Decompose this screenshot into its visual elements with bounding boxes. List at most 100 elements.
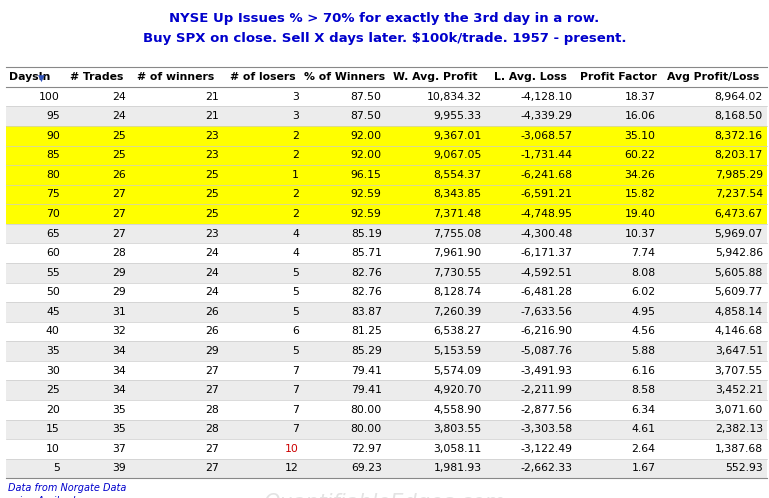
Text: 60.22: 60.22: [624, 150, 655, 160]
Text: 34: 34: [112, 385, 125, 395]
Text: 21: 21: [205, 111, 218, 121]
Text: 1,387.68: 1,387.68: [714, 444, 763, 454]
Text: 4: 4: [292, 248, 299, 258]
Text: 29: 29: [205, 346, 218, 356]
Text: 9,367.01: 9,367.01: [433, 131, 481, 141]
Text: 2: 2: [292, 189, 299, 199]
Text: 4,146.68: 4,146.68: [714, 327, 763, 337]
Text: -6,591.21: -6,591.21: [521, 189, 573, 199]
Text: 5,605.88: 5,605.88: [714, 268, 763, 278]
Text: 15: 15: [46, 424, 60, 434]
Text: 92.00: 92.00: [351, 131, 381, 141]
Bar: [6, 165, 767, 185]
Text: 27: 27: [112, 209, 125, 219]
Bar: [6, 302, 767, 322]
Text: 35: 35: [112, 424, 125, 434]
Text: 24: 24: [205, 287, 218, 297]
Text: 5,969.07: 5,969.07: [714, 229, 763, 239]
Text: 27: 27: [205, 385, 218, 395]
Text: 5: 5: [292, 307, 299, 317]
Bar: [6, 400, 767, 419]
Bar: [6, 380, 767, 400]
Text: 18.37: 18.37: [624, 92, 655, 102]
Text: -2,877.56: -2,877.56: [521, 405, 573, 415]
Text: 23: 23: [205, 229, 218, 239]
Text: 7,260.39: 7,260.39: [433, 307, 481, 317]
Text: 4.56: 4.56: [631, 327, 655, 337]
Text: 7: 7: [292, 385, 299, 395]
Text: 5: 5: [292, 268, 299, 278]
Text: 7,985.29: 7,985.29: [714, 170, 763, 180]
Text: 81.25: 81.25: [351, 327, 381, 337]
Text: -7,633.56: -7,633.56: [521, 307, 573, 317]
Text: 2: 2: [292, 150, 299, 160]
Text: 6,538.27: 6,538.27: [433, 327, 481, 337]
Text: 12: 12: [285, 464, 299, 474]
Text: 4.61: 4.61: [631, 424, 655, 434]
Text: -2,662.33: -2,662.33: [521, 464, 573, 474]
Text: % of Winners: % of Winners: [304, 72, 384, 82]
Text: 19.40: 19.40: [624, 209, 655, 219]
Bar: [6, 244, 767, 263]
Text: -5,087.76: -5,087.76: [521, 346, 573, 356]
Text: 50: 50: [46, 287, 60, 297]
Text: QuantifiableEdges.com: QuantifiableEdges.com: [264, 493, 505, 498]
Text: 29: 29: [112, 268, 125, 278]
Text: 1.67: 1.67: [631, 464, 655, 474]
Text: 69.23: 69.23: [351, 464, 381, 474]
Text: -4,748.95: -4,748.95: [521, 209, 573, 219]
Text: 23: 23: [205, 131, 218, 141]
Text: 10: 10: [46, 444, 60, 454]
Text: 10.37: 10.37: [624, 229, 655, 239]
Text: ▼: ▼: [38, 74, 45, 83]
Text: 70: 70: [46, 209, 60, 219]
Text: 85.29: 85.29: [351, 346, 381, 356]
Text: 34.26: 34.26: [624, 170, 655, 180]
Text: -1,731.44: -1,731.44: [521, 150, 573, 160]
Text: NYSE Up Issues % > 70% for exactly the 3rd day in a row.: NYSE Up Issues % > 70% for exactly the 3…: [169, 12, 600, 25]
Text: 28: 28: [205, 424, 218, 434]
Text: 10: 10: [285, 444, 299, 454]
Text: Data from Norgate Data
using Amibroker: Data from Norgate Data using Amibroker: [8, 483, 126, 498]
Text: 7: 7: [292, 405, 299, 415]
Text: 27: 27: [205, 444, 218, 454]
Text: 7,371.48: 7,371.48: [433, 209, 481, 219]
Text: -3,068.57: -3,068.57: [521, 131, 573, 141]
Text: 8,343.85: 8,343.85: [433, 189, 481, 199]
Text: 24: 24: [205, 248, 218, 258]
Text: -3,122.49: -3,122.49: [521, 444, 573, 454]
Text: 1,981.93: 1,981.93: [433, 464, 481, 474]
Text: 40: 40: [46, 327, 60, 337]
Text: -4,592.51: -4,592.51: [521, 268, 573, 278]
Text: Buy SPX on close. Sell X days later. $100k/trade. 1957 - present.: Buy SPX on close. Sell X days later. $10…: [143, 32, 626, 45]
Text: 3: 3: [292, 92, 299, 102]
Text: 26: 26: [112, 170, 125, 180]
Text: -4,300.48: -4,300.48: [521, 229, 573, 239]
Text: # of losers: # of losers: [230, 72, 295, 82]
Text: 8,203.17: 8,203.17: [714, 150, 763, 160]
Text: 35: 35: [46, 346, 60, 356]
Text: 85: 85: [46, 150, 60, 160]
Text: 7,755.08: 7,755.08: [433, 229, 481, 239]
Text: 65: 65: [46, 229, 60, 239]
Text: 24: 24: [112, 111, 125, 121]
Text: 552.93: 552.93: [725, 464, 763, 474]
Text: -6,241.68: -6,241.68: [521, 170, 573, 180]
Text: 1: 1: [292, 170, 299, 180]
Text: 87.50: 87.50: [351, 92, 381, 102]
Text: 34: 34: [112, 366, 125, 375]
Text: -6,216.90: -6,216.90: [521, 327, 573, 337]
Bar: [6, 126, 767, 145]
Text: # Trades: # Trades: [70, 72, 123, 82]
Text: 8,168.50: 8,168.50: [714, 111, 763, 121]
Text: 82.76: 82.76: [351, 268, 381, 278]
Text: -3,303.58: -3,303.58: [521, 424, 573, 434]
Text: 24: 24: [112, 92, 125, 102]
Text: 5,153.59: 5,153.59: [433, 346, 481, 356]
Text: 16.06: 16.06: [624, 111, 655, 121]
Text: 34: 34: [112, 346, 125, 356]
Text: 27: 27: [205, 464, 218, 474]
Text: 4,858.14: 4,858.14: [714, 307, 763, 317]
Text: -6,171.37: -6,171.37: [521, 248, 573, 258]
Text: 4: 4: [292, 229, 299, 239]
